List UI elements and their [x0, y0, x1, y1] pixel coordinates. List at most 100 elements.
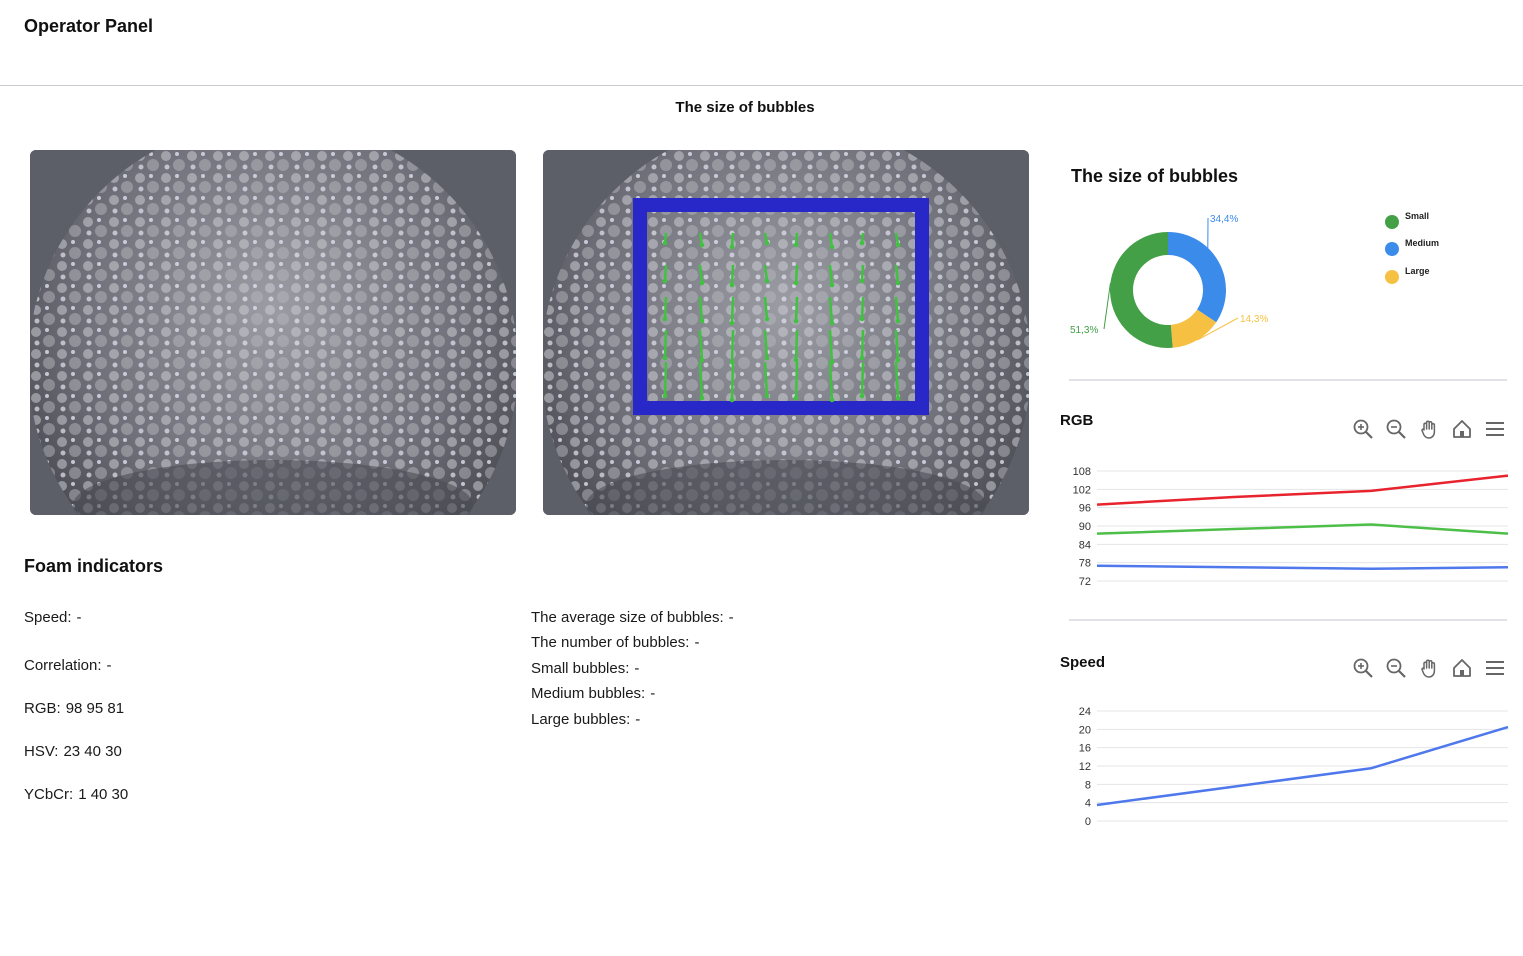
y-tick-label: 84	[1079, 539, 1091, 551]
motion-vector-head	[859, 355, 865, 361]
indicator-label: Large bubbles:	[531, 711, 631, 728]
motion-vector-head	[859, 316, 865, 322]
motion-vector	[860, 296, 865, 320]
foam-image	[30, 150, 516, 515]
zoom-in-button[interactable]	[1352, 657, 1374, 679]
motion-vector-head	[895, 318, 901, 324]
bubble-size-donut-chart: 34,4% 14,3% 51,3%	[1070, 214, 1268, 348]
indicator-value: 23 40 30	[63, 743, 122, 760]
pan-button[interactable]	[1418, 657, 1440, 679]
motion-vector	[763, 329, 769, 359]
series-line[interactable]	[1096, 474, 1509, 506]
y-tick-label: 20	[1079, 724, 1091, 736]
indicator-label: Small bubbles:	[531, 660, 630, 677]
indicator-value: -	[728, 609, 734, 626]
motion-vector-head	[699, 242, 705, 248]
y-tick-label: 12	[1079, 761, 1091, 773]
motion-vector-head	[764, 240, 770, 246]
pan-button[interactable]	[1418, 418, 1440, 440]
menu-icon	[1486, 661, 1504, 675]
zoom-out-button[interactable]	[1385, 657, 1407, 679]
donut-chart-title: The size of bubbles	[1071, 166, 1239, 186]
indicator-label: Medium bubbles:	[531, 685, 646, 702]
motion-vector	[828, 296, 834, 324]
home-button[interactable]	[1451, 657, 1473, 679]
motion-vector-head	[829, 320, 835, 326]
rgb-chart-title: RGB	[1060, 412, 1094, 429]
motion-vector-head	[793, 280, 799, 286]
indicator-value: -	[650, 685, 656, 702]
foam-indicators-heading: Foam indicators	[24, 556, 164, 576]
section-title: The size of bubbles	[675, 99, 815, 116]
indicator-value: 98 95 81	[65, 700, 125, 717]
data-label-leader	[1197, 317, 1239, 341]
motion-vector	[698, 361, 704, 399]
indicator-rgb: RGB: 98 95 81	[24, 700, 124, 717]
motion-vector	[698, 296, 704, 322]
legend-dot	[1385, 270, 1399, 284]
y-tick-label: 0	[1085, 816, 1091, 828]
legend-label: Large	[1405, 266, 1430, 276]
motion-vector-head	[793, 318, 799, 324]
zoom-in-button[interactable]	[1352, 418, 1374, 440]
motion-vector	[828, 232, 834, 248]
donut-slice-large[interactable]	[1170, 309, 1217, 348]
chart-menu-button[interactable]	[1484, 657, 1506, 679]
motion-vector-head	[829, 397, 835, 403]
legend-label: Medium	[1405, 238, 1440, 248]
motion-vector	[860, 361, 865, 397]
donut-slice-medium[interactable]	[1168, 232, 1226, 323]
motion-vector-head	[793, 357, 799, 363]
indicator-speed: Speed: -	[24, 609, 82, 626]
pan-hand-icon	[1421, 659, 1436, 678]
y-tick-label: 72	[1079, 576, 1091, 588]
motion-vector-head	[662, 316, 668, 322]
indicator-value: 1 40 30	[78, 786, 129, 803]
speed-chart-title: Speed	[1060, 654, 1106, 671]
motion-vector-head	[859, 278, 865, 284]
legend-dot	[1385, 215, 1399, 229]
indicator-label: Speed:	[24, 609, 72, 626]
rgb-line-chart: 72 78 84 90 96 102 108	[1073, 466, 1509, 588]
y-tick-label: 78	[1079, 558, 1091, 570]
chart-menu-button[interactable]	[1484, 418, 1506, 440]
series-line[interactable]	[1096, 564, 1509, 571]
home-icon	[1453, 659, 1471, 677]
motion-vector-head	[729, 397, 735, 403]
motion-vector	[794, 296, 799, 322]
series-line[interactable]	[1096, 523, 1509, 535]
foam-image-icon	[30, 150, 516, 515]
foam-image-with-vectors	[543, 150, 1029, 515]
motion-vector	[860, 329, 865, 359]
motion-vector	[894, 361, 900, 399]
series-line[interactable]	[1096, 725, 1509, 807]
motion-vector-head	[895, 357, 901, 363]
motion-vector-head	[764, 355, 770, 361]
motion-vector-head	[729, 320, 735, 326]
indicator-label: The number of bubbles:	[531, 634, 690, 651]
speed-line-chart: 0 4 8 12 16 20 24	[1079, 706, 1509, 828]
motion-vector	[730, 264, 735, 286]
motion-vector-head	[829, 282, 835, 288]
motion-vector	[763, 361, 769, 397]
zoom-out-button[interactable]	[1385, 418, 1407, 440]
donut-slice-small[interactable]	[1110, 232, 1173, 348]
motion-vector-head	[829, 244, 835, 250]
motion-vector-head	[764, 316, 770, 322]
indicator-value: -	[106, 657, 112, 674]
motion-vector	[894, 296, 900, 322]
motion-vector	[763, 296, 769, 320]
indicator-medium-bubbles: Medium bubbles: -	[531, 685, 655, 702]
pan-hand-icon	[1421, 420, 1436, 439]
indicator-hsv: HSV: 23 40 30	[24, 743, 122, 760]
motion-vector-head	[699, 357, 705, 363]
motion-vector	[794, 264, 799, 284]
foam-image-with-motion-vectors-icon	[543, 150, 1029, 515]
zoom-in-icon	[1353, 658, 1373, 678]
indicator-label: Correlation:	[24, 657, 102, 674]
motion-vector-head	[764, 393, 770, 399]
motion-vector-head	[662, 240, 668, 246]
motion-vector	[730, 329, 735, 363]
indicator-value: -	[634, 660, 640, 677]
home-button[interactable]	[1451, 418, 1473, 440]
